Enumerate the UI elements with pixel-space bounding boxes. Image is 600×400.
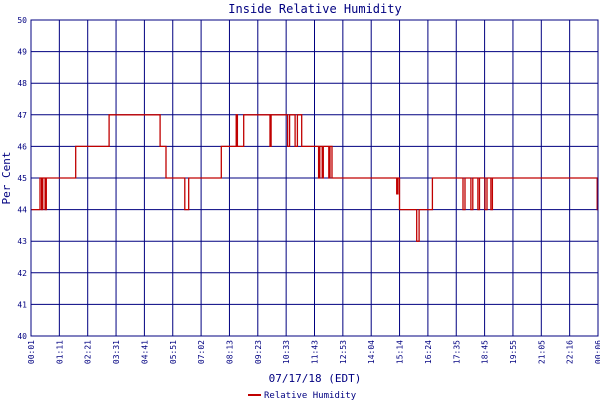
x-tick-label: 02:21 xyxy=(84,340,93,364)
x-tick-label: 00:06 xyxy=(594,340,600,364)
x-tick-label: 18:45 xyxy=(481,340,490,364)
y-tick-label: 45 xyxy=(17,174,27,183)
series-layer xyxy=(31,114,598,242)
x-tick-label: 16:24 xyxy=(424,340,433,364)
x-tick-label: 15:14 xyxy=(396,340,405,364)
x-tick-label: 09:23 xyxy=(254,340,263,364)
y-tick-label: 48 xyxy=(17,79,27,88)
y-tick-label: 50 xyxy=(17,16,27,25)
series-line-relative-humidity xyxy=(31,114,598,242)
x-tick-label: 04:41 xyxy=(140,340,149,364)
plot-frame xyxy=(30,19,599,337)
x-tick-label: 00:01 xyxy=(27,340,36,364)
y-axis-label: Per Cent xyxy=(0,152,13,205)
x-tick-label: 22:16 xyxy=(566,340,575,364)
x-tick-label: 03:31 xyxy=(112,340,121,364)
y-tick-label: 41 xyxy=(17,300,27,309)
x-tick-label: 08:13 xyxy=(225,340,234,364)
x-tick-labels: 00:01 01:11 02:21 03:31 04:41 05:51 07:02 08:13… xyxy=(27,340,600,364)
chart-title: Inside Relative Humidity xyxy=(228,2,401,16)
legend: Relative Humidity xyxy=(248,391,357,400)
y-tick-labels: 40 41 42 43 44 45 46 47 48 49 50 xyxy=(17,16,27,341)
x-tick-label: 21:05 xyxy=(537,340,546,364)
x-tick-label: 07:02 xyxy=(197,340,206,364)
x-tick-label: 17:35 xyxy=(452,340,461,364)
y-tick-label: 43 xyxy=(17,237,27,246)
legend-label: Relative Humidity xyxy=(264,391,357,400)
y-tick-label: 46 xyxy=(17,142,27,151)
y-tick-label: 40 xyxy=(17,332,27,341)
x-tick-label: 14:04 xyxy=(367,340,376,364)
y-tick-label: 44 xyxy=(17,206,27,215)
x-tick-label: 01:11 xyxy=(55,340,64,364)
x-tick-label: 11:43 xyxy=(311,340,320,364)
y-tick-label: 49 xyxy=(17,48,27,57)
x-axis-label: 07/17/18 (EDT) xyxy=(269,372,362,385)
x-tick-label: 19:55 xyxy=(509,340,518,364)
y-tick-label: 42 xyxy=(17,269,27,278)
x-tick-label: 10:33 xyxy=(282,340,291,364)
y-tick-label: 47 xyxy=(17,111,27,120)
x-tick-label: 05:51 xyxy=(169,340,178,364)
x-tick-label: 12:53 xyxy=(339,340,348,364)
